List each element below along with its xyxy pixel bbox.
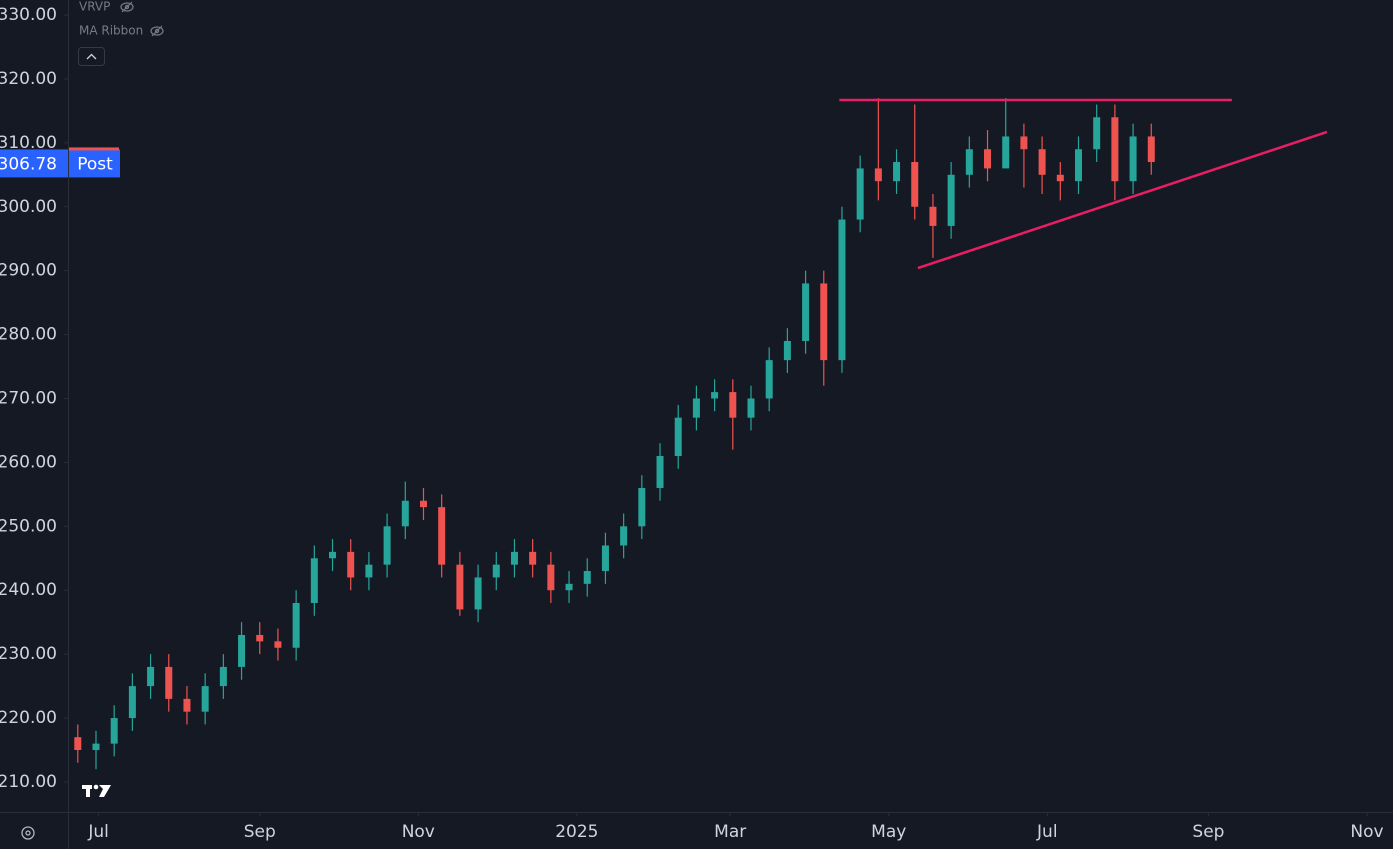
candle-body	[147, 666, 155, 687]
candle-body	[820, 283, 828, 361]
candle-body	[238, 634, 246, 667]
candle-body	[510, 551, 518, 565]
candle-body	[638, 487, 646, 527]
candle-body	[947, 174, 955, 226]
candle-body	[128, 686, 136, 719]
candle-body	[329, 551, 337, 559]
x-tick-label: Mar	[714, 822, 746, 842]
candle-body	[601, 545, 609, 572]
candle-body	[183, 698, 191, 712]
candle-body	[1129, 136, 1137, 182]
candle-body	[783, 340, 791, 361]
y-tick-label: 260.00	[0, 452, 57, 472]
post-label-bg	[69, 149, 120, 178]
candle-body	[529, 551, 537, 565]
y-tick-label: 290.00	[0, 261, 57, 281]
x-tick-label: May	[871, 822, 906, 842]
candle-body	[201, 686, 209, 712]
candle-body	[729, 392, 737, 418]
candle-body	[365, 564, 373, 578]
candle-body	[856, 168, 864, 220]
y-tick-label: 310.00	[0, 133, 57, 153]
candle-body	[1111, 117, 1119, 182]
y-tick-label: 220.00	[0, 708, 57, 728]
candle-body	[310, 558, 318, 604]
candle-body	[292, 603, 300, 648]
candle-body	[92, 743, 100, 751]
candle-body	[620, 526, 628, 546]
candle-body	[692, 398, 700, 418]
candle-body	[565, 583, 573, 591]
y-tick-label: 230.00	[0, 644, 57, 664]
y-tick-label: 250.00	[0, 516, 57, 536]
hidden-icon[interactable]	[150, 25, 164, 37]
y-tick-label: 300.00	[0, 197, 57, 217]
candle-body	[1056, 174, 1064, 182]
candle-body	[274, 641, 282, 648]
candle-body	[419, 500, 427, 508]
indicator-label[interactable]: MA Ribbon	[79, 24, 143, 38]
candle-body	[656, 456, 664, 488]
candle-body	[438, 507, 446, 565]
candle-body	[893, 162, 901, 182]
candle-body	[1002, 136, 1010, 169]
axes: 210.00 220.00 230.00 240.00 250.00 260.00 270.…	[0, 5, 1384, 842]
candle-body	[256, 634, 264, 642]
candle-body	[165, 666, 173, 699]
x-tick-label: Sep	[1192, 822, 1224, 842]
candle-body	[401, 500, 409, 527]
candle-body	[1093, 117, 1101, 150]
plot-area	[74, 98, 1328, 770]
y-tick-label: 270.00	[0, 388, 57, 408]
y-tick-label: 330.00	[0, 5, 57, 25]
price-label: 306.78	[0, 154, 57, 174]
x-tick-label: Jul	[1036, 822, 1058, 842]
candle-body	[711, 392, 719, 399]
candle-body	[347, 551, 355, 578]
candle-body	[802, 283, 810, 341]
x-tick-label: Nov	[1350, 822, 1383, 842]
logo	[82, 784, 111, 797]
collapse-button[interactable]	[78, 47, 105, 66]
candle-body	[747, 398, 755, 418]
indicator-label[interactable]: VRVP	[79, 0, 110, 14]
price-label-bg	[0, 149, 68, 178]
hidden-icon[interactable]	[120, 1, 134, 13]
candle-body	[1038, 149, 1046, 175]
candle-body	[1074, 149, 1082, 182]
y-tick-label: 240.00	[0, 580, 57, 600]
x-tick-label: 2025	[555, 822, 598, 842]
candle-body	[74, 737, 82, 751]
candle-body	[547, 564, 555, 591]
candle-body	[1147, 136, 1155, 163]
candle-body	[765, 360, 773, 399]
candle-body	[383, 526, 391, 565]
candle-body	[219, 666, 227, 687]
candle-body	[838, 219, 846, 361]
candle-body	[984, 149, 992, 169]
trendline	[917, 130, 1328, 270]
candle-body	[456, 564, 464, 610]
candle-body	[674, 417, 682, 457]
y-tick-label: 210.00	[0, 772, 57, 792]
candle-body	[583, 571, 591, 584]
x-tick-label: Nov	[402, 822, 435, 842]
x-tick-label: Sep	[244, 822, 276, 842]
candle-body	[874, 168, 882, 182]
x-tick-label: Jul	[87, 822, 109, 842]
candle-body	[929, 206, 937, 226]
settings-button[interactable]	[21, 826, 35, 840]
candle-body	[474, 577, 482, 610]
candle-body	[1020, 136, 1028, 150]
post-label: Post	[77, 154, 113, 174]
candle-body	[965, 149, 973, 175]
post-label-bar	[69, 147, 119, 151]
y-tick-label: 320.00	[0, 69, 57, 89]
y-tick-label: 280.00	[0, 325, 57, 345]
candle-body	[492, 564, 500, 578]
candle-body	[911, 162, 919, 207]
candle-body	[110, 718, 118, 744]
